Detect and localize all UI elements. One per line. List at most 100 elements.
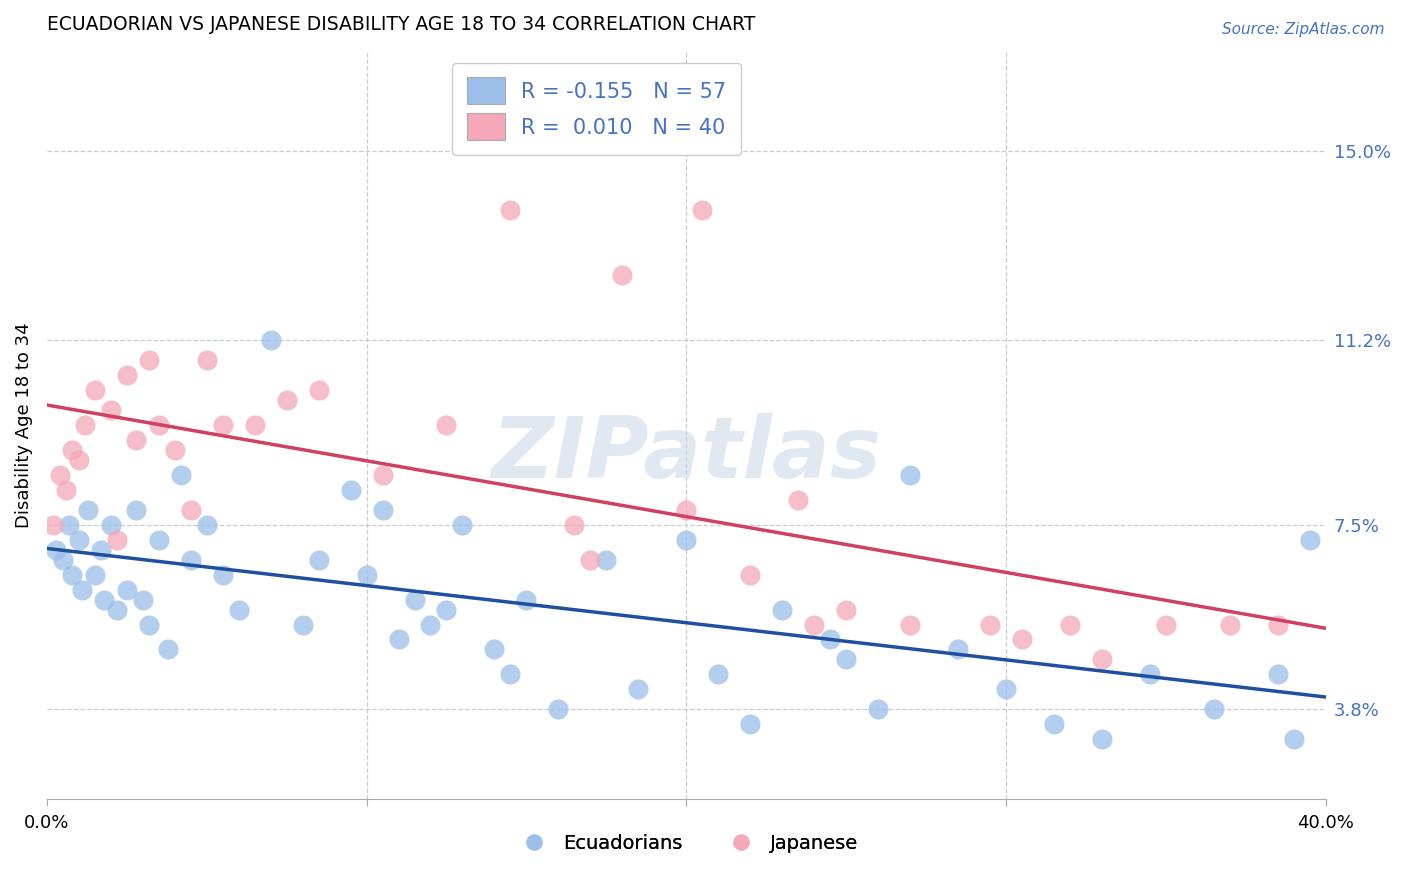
Point (595, 552, 617, 566)
Point (356, 567, 378, 582)
Point (308, 552, 330, 566)
Point (946, 642, 969, 657)
Point (148, 533, 170, 547)
Point (436, 417, 458, 432)
Text: Source: ZipAtlas.com: Source: ZipAtlas.com (1222, 22, 1385, 37)
Point (52, 552, 75, 566)
Point (105, 533, 128, 547)
Point (1091, 732, 1114, 747)
Point (83, 567, 105, 582)
Point (55, 483, 77, 497)
Point (115, 368, 138, 383)
Point (90, 542, 112, 557)
Point (612, 268, 634, 283)
Point (835, 652, 858, 666)
Point (484, 642, 506, 657)
Point (138, 353, 160, 368)
Point (83, 383, 105, 397)
Point (770, 602, 793, 616)
Point (499, 203, 522, 218)
Point (45, 542, 67, 557)
Point (138, 617, 160, 632)
Point (1202, 702, 1225, 716)
Point (547, 702, 569, 716)
Point (740, 567, 762, 582)
Point (675, 503, 697, 517)
Point (67, 453, 90, 467)
Point (818, 632, 841, 647)
Point (157, 642, 180, 657)
Point (1091, 652, 1114, 666)
Point (387, 632, 409, 647)
Point (93, 592, 115, 607)
Point (67, 533, 90, 547)
Point (1267, 667, 1289, 681)
Point (371, 503, 394, 517)
Point (243, 417, 266, 432)
Point (1154, 617, 1177, 632)
Point (1298, 533, 1320, 547)
Point (180, 552, 202, 566)
Point (1219, 617, 1241, 632)
Point (62, 442, 84, 457)
Point (100, 517, 122, 532)
Point (276, 392, 298, 407)
Point (740, 717, 762, 731)
Point (994, 682, 1017, 697)
Point (125, 503, 148, 517)
Point (163, 442, 186, 457)
Point (499, 667, 522, 681)
Legend: Ecuadorians, Japanese: Ecuadorians, Japanese (506, 826, 866, 861)
Point (100, 403, 122, 417)
Point (1059, 617, 1081, 632)
Point (48, 467, 70, 482)
Point (211, 417, 233, 432)
Point (515, 592, 537, 607)
Point (404, 592, 426, 607)
Point (115, 582, 138, 597)
Point (627, 682, 650, 697)
Point (707, 667, 730, 681)
Point (1139, 667, 1161, 681)
Point (451, 517, 474, 532)
Point (1043, 717, 1066, 731)
Point (211, 567, 233, 582)
Point (787, 492, 810, 507)
Point (898, 467, 921, 482)
Point (1011, 632, 1033, 647)
Point (77, 503, 100, 517)
Point (1282, 732, 1305, 747)
Point (125, 433, 148, 447)
Point (803, 617, 825, 632)
Point (148, 417, 170, 432)
Point (675, 533, 697, 547)
Point (195, 517, 218, 532)
Point (835, 602, 858, 616)
Point (105, 602, 128, 616)
Point (371, 467, 394, 482)
Point (180, 503, 202, 517)
Text: ZIPatlas: ZIPatlas (491, 413, 882, 497)
Point (228, 602, 250, 616)
Point (132, 592, 155, 607)
Point (898, 617, 921, 632)
Point (579, 552, 602, 566)
Point (259, 333, 281, 347)
Point (690, 203, 713, 218)
Point (419, 617, 441, 632)
Y-axis label: Disability Age 18 to 34: Disability Age 18 to 34 (15, 322, 32, 528)
Point (195, 353, 218, 368)
Point (42, 517, 65, 532)
Text: ECUADORIAN VS JAPANESE DISABILITY AGE 18 TO 34 CORRELATION CHART: ECUADORIAN VS JAPANESE DISABILITY AGE 18… (46, 15, 755, 34)
Point (62, 567, 84, 582)
Point (58, 517, 80, 532)
Point (70, 582, 93, 597)
Point (75, 417, 97, 432)
Point (1267, 617, 1289, 632)
Point (866, 702, 889, 716)
Point (308, 383, 330, 397)
Point (170, 467, 193, 482)
Point (436, 602, 458, 616)
Point (339, 483, 361, 497)
Point (979, 617, 1001, 632)
